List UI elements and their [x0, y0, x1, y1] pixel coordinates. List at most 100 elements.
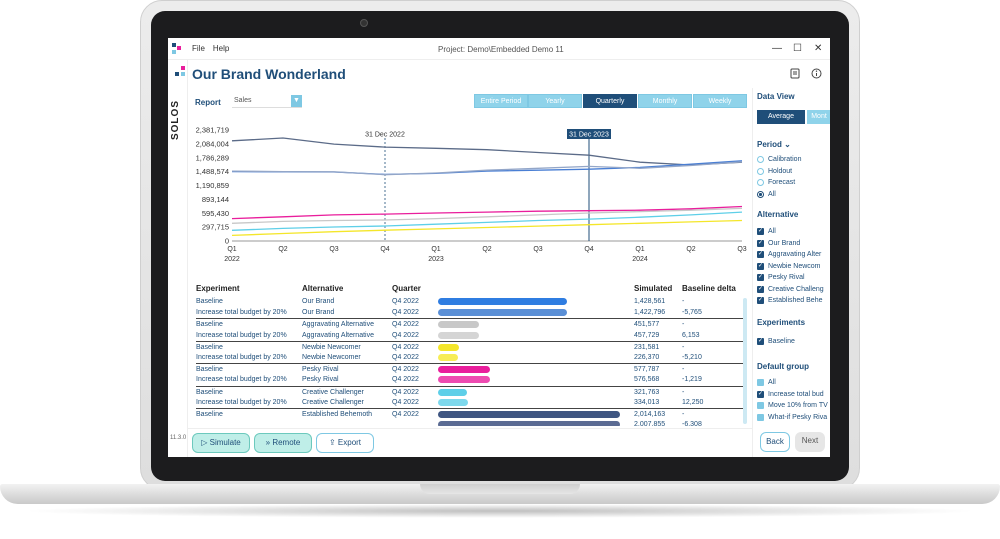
y-tick-label: 1,786,289	[196, 153, 229, 162]
value-bar	[438, 298, 568, 305]
tab-yearly[interactable]: Yearly	[528, 94, 582, 108]
period-option[interactable]: All	[757, 190, 776, 198]
simulate-label: Simulate	[209, 438, 241, 447]
menu-file[interactable]: File	[192, 44, 205, 53]
cell-experiment: Baseline	[196, 298, 223, 305]
cell-simulated: 457,729	[634, 331, 660, 339]
checkbox-checked-icon: ✓	[757, 228, 764, 235]
tab-weekly[interactable]: Weekly	[693, 94, 747, 108]
maximize-button[interactable]: ☐	[793, 43, 802, 54]
cell-bar	[438, 307, 634, 318]
y-tick-label: 2,084,004	[196, 139, 229, 148]
alternative-option[interactable]: ✓ Pesky Rival	[757, 274, 805, 281]
period-option[interactable]: Calibration	[757, 156, 801, 163]
table-row[interactable]: Baseline Newbie Newcomer Q4 2022 231,581 -	[196, 340, 744, 352]
series-line-0	[231, 137, 743, 166]
group-option[interactable]: ✓ Increase total bud	[757, 390, 824, 398]
group-option[interactable]: What-if Pesky Riva	[757, 413, 827, 421]
cell-bar	[438, 330, 634, 341]
cell-alternative: Pesky Rival	[302, 376, 339, 384]
left-rail: SOLOS 11.3.0	[168, 60, 188, 457]
tab-entire-period[interactable]: Entire Period	[474, 94, 528, 108]
alternative-option[interactable]: ✓ Creative Challeng	[757, 285, 824, 293]
table-row[interactable]: Increase total budget by 20% Our Brand Q4 …	[196, 307, 744, 318]
table-row[interactable]: Baseline Creative Challenger Q4 2022 321,76…	[196, 385, 744, 397]
option-label: Forecast	[768, 179, 796, 186]
table-row[interactable]: Increase total budget by 20% Pesky Rival Q…	[196, 374, 744, 385]
table-body: Baseline Our Brand Q4 2022 1,428,561- Increa…	[196, 296, 744, 426]
average-button[interactable]: Average	[757, 110, 805, 124]
alternative-option[interactable]: ✓ Our Brand	[757, 239, 800, 247]
cell-experiment: Increase total budget by 20%	[196, 376, 287, 384]
group-option[interactable]: All	[757, 379, 776, 386]
group-option[interactable]: Move 10% from TV	[757, 402, 828, 409]
table-row[interactable]: Increase total budget by 20% Creative Cha…	[196, 397, 744, 408]
report-select[interactable]: Sales	[232, 95, 302, 108]
value-bar	[438, 343, 459, 351]
option-label: Newbie Newcom	[768, 262, 821, 270]
alternative-option[interactable]: ✓ Established Behe	[757, 297, 822, 304]
cell-quarter: Q4 2022	[392, 353, 419, 361]
camera-icon	[360, 19, 368, 27]
alternative-option[interactable]: ✓ Aggravating Alter	[757, 251, 821, 258]
next-button[interactable]: Next	[795, 432, 825, 452]
tab-monthly[interactable]: Monthly	[638, 94, 692, 108]
cell-alternative: Creative Challenger	[302, 388, 364, 396]
chevron-down-icon[interactable]: ▼	[291, 95, 302, 107]
table-row[interactable]: 2,007,855 -6,308	[196, 419, 744, 426]
radio-icon	[757, 190, 764, 198]
laptop-base	[0, 484, 1000, 504]
back-button[interactable]: Back	[760, 432, 790, 452]
alternative-option[interactable]: ✓ All	[757, 228, 776, 235]
table-row[interactable]: Baseline Our Brand Q4 2022 1,428,561 -	[196, 296, 744, 307]
period-option[interactable]: Forecast	[757, 179, 795, 186]
cell-quarter: Q4 2022	[392, 388, 419, 396]
simulate-button[interactable]: ▷ Simulate	[192, 433, 250, 453]
cell-bar	[438, 409, 634, 419]
table-row[interactable]: Baseline Pesky Rival Q4 2022 577,787 -	[196, 363, 744, 374]
alternative-option[interactable]: ✓ Newbie Newcom	[757, 262, 821, 270]
value-bar	[438, 321, 479, 329]
cell-experiment: Baseline	[196, 388, 223, 396]
checkbox-checked-icon: ✓	[757, 239, 764, 247]
cell-simulated: 2,014,163	[634, 410, 666, 418]
y-tick-label: 893,144	[202, 195, 229, 204]
remote-button[interactable]: » Remote	[254, 433, 312, 453]
menu-help[interactable]: Help	[212, 44, 230, 53]
header-experiment: Experiment	[196, 284, 240, 293]
table-scrollbar[interactable]	[743, 298, 747, 424]
tab-quarterly[interactable]: Quarterly	[583, 94, 637, 108]
period-title[interactable]: Period ⌄	[757, 140, 791, 149]
cell-bar	[438, 419, 634, 426]
table-row[interactable]: Baseline Established Behemoth Q4 2022 2,014…	[196, 407, 744, 419]
cell-quarter: Q4 2022	[392, 366, 419, 374]
value-bar	[438, 366, 491, 374]
cell-alternative: Pesky Rival	[302, 366, 339, 374]
option-label: Creative Challeng	[768, 285, 824, 293]
table-row[interactable]: Increase total budget by 20% Aggravating …	[196, 330, 744, 341]
monthly-button[interactable]: Mont	[807, 110, 830, 124]
results-table: Experiment Alternative Quarter Simulated…	[196, 284, 744, 426]
option-label: All	[768, 190, 776, 198]
minimize-button[interactable]: —	[772, 43, 782, 54]
laptop-shadow	[20, 504, 980, 518]
value-bar	[438, 331, 480, 339]
experiment-option[interactable]: ✓ Baseline	[757, 338, 795, 345]
double-chevron-icon: »	[265, 438, 273, 447]
export-button[interactable]: ⇪ Export	[316, 433, 374, 453]
checkbox-icon	[757, 379, 764, 386]
export-label: Export	[337, 438, 362, 447]
solos-logo-icon	[175, 66, 187, 78]
cell-experiment	[196, 419, 302, 426]
series-line-6	[231, 219, 743, 237]
upload-icon: ⇪	[328, 438, 338, 447]
table-row[interactable]: Increase total budget by 20% Newbie Newco…	[196, 352, 744, 363]
close-button[interactable]: ✕	[814, 43, 823, 54]
app-logo-icon	[172, 42, 184, 55]
period-option[interactable]: Holdout	[757, 167, 792, 175]
table-row[interactable]: Baseline Aggravating Alternative Q4 2022 45…	[196, 318, 744, 329]
cell-simulated: 1,428,561	[634, 298, 666, 305]
document-icon[interactable]	[790, 68, 800, 79]
info-icon[interactable]	[811, 68, 822, 79]
cell-bar	[438, 296, 634, 307]
